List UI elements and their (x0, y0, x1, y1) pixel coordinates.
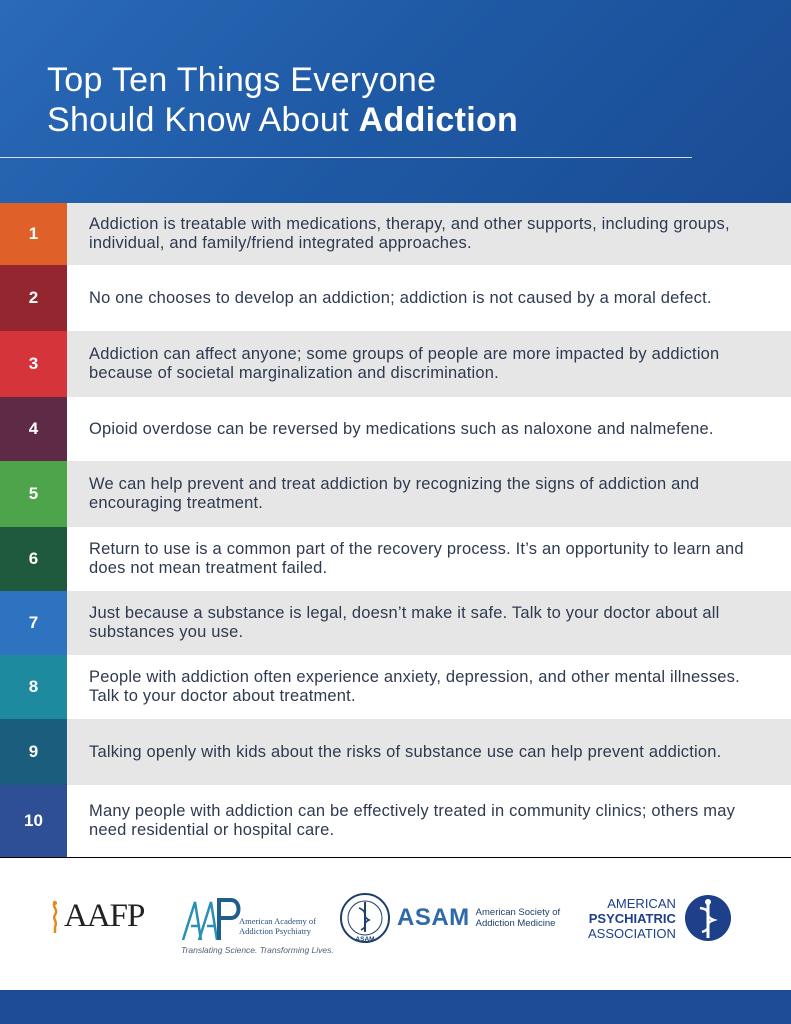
tip-row-6: 6 Return to use is a common part of the … (0, 527, 791, 591)
tip-number-badge: 3 (0, 331, 67, 397)
aaap-name-line1: American Academy of (239, 916, 316, 926)
tip-text: Talking openly with kids about the risks… (67, 719, 791, 785)
aafp-wordmark: AAFP (64, 898, 145, 934)
aafp-flame-icon (52, 899, 58, 933)
tips-list: 1 Addiction is treatable with medication… (0, 203, 791, 857)
tip-number-badge: 6 (0, 527, 67, 591)
tip-number-badge: 9 (0, 719, 67, 785)
apa-wordmark: AMERICAN PSYCHIATRIC ASSOCIATION (588, 896, 676, 941)
asam-abbr: ASAM (397, 904, 470, 931)
tip-row-3: 3 Addiction can affect anyone; some grou… (0, 331, 791, 397)
footer-divider (0, 857, 791, 858)
header-banner: Top Ten Things Everyone Should Know Abou… (0, 0, 791, 203)
aaap-mark-icon (181, 898, 241, 941)
tip-row-1: 1 Addiction is treatable with medication… (0, 203, 791, 265)
tip-text: Many people with addiction can be effect… (67, 785, 791, 857)
tip-row-8: 8 People with addiction often experience… (0, 655, 791, 719)
tip-row-5: 5 We can help prevent and treat addictio… (0, 461, 791, 527)
aaap-name: American Academy of Addiction Psychiatry (239, 916, 319, 936)
asam-seal-icon: ASAM (340, 893, 390, 943)
bottom-bar (0, 990, 791, 1024)
tip-row-2: 2 No one chooses to develop an addiction… (0, 265, 791, 331)
tip-text: Opioid overdose can be reversed by medic… (67, 397, 791, 461)
aaap-tagline: Translating Science. Transforming Lives. (181, 945, 334, 955)
tip-number-badge: 10 (0, 785, 67, 857)
tip-row-7: 7 Just because a substance is legal, doe… (0, 591, 791, 655)
tip-text: We can help prevent and treat addiction … (67, 461, 791, 527)
asam-logo: ASAM ASAM American Society of Addiction … (339, 892, 576, 944)
tip-row-4: 4 Opioid overdose can be reversed by med… (0, 397, 791, 461)
tip-number-badge: 8 (0, 655, 67, 719)
page-title: Top Ten Things Everyone Should Know Abou… (47, 60, 518, 140)
tip-number-badge: 7 (0, 591, 67, 655)
asam-full-line2: Addiction Medicine (475, 918, 556, 929)
tip-row-9: 9 Talking openly with kids about the ris… (0, 719, 791, 785)
aafp-logo: AAFP (48, 898, 145, 935)
title-line-2-bold: Addiction (358, 101, 519, 139)
aaap-logo: American Academy of Addiction Psychiatry… (181, 896, 334, 955)
tip-number-badge: 4 (0, 397, 67, 461)
title-line-2-prefix: Should Know About (47, 101, 359, 139)
tip-text: Just because a substance is legal, doesn… (67, 591, 791, 655)
title-line-1: Top Ten Things Everyone (47, 61, 437, 99)
aaap-name-line2: Addiction Psychiatry (239, 926, 312, 936)
tip-text: Addiction can affect anyone; some groups… (67, 331, 791, 397)
partner-logos: AAFP American Academy of Addiction Psych… (0, 858, 791, 990)
tip-text: People with addiction often experience a… (67, 655, 791, 719)
tip-text: Return to use is a common part of the re… (67, 527, 791, 591)
tip-number-badge: 2 (0, 265, 67, 331)
apa-caduceus-icon (684, 895, 731, 941)
apa-line3: ASSOCIATION (588, 925, 676, 941)
asam-seal-text: ASAM (355, 936, 374, 943)
apa-logo: AMERICAN PSYCHIATRIC ASSOCIATION (588, 894, 732, 942)
asam-full-line1: American Society of (475, 907, 561, 918)
tip-number-badge: 1 (0, 203, 67, 265)
tip-number-badge: 5 (0, 461, 67, 527)
apa-line1: AMERICAN (607, 895, 676, 911)
asam-full-name: American Society of Addiction Medicine (476, 907, 576, 929)
header-divider (0, 157, 692, 158)
apa-line2: PSYCHIATRIC (588, 910, 676, 926)
tip-row-10: 10 Many people with addiction can be eff… (0, 785, 791, 857)
tip-text: No one chooses to develop an addiction; … (67, 265, 791, 331)
tip-text: Addiction is treatable with medications,… (67, 203, 791, 265)
